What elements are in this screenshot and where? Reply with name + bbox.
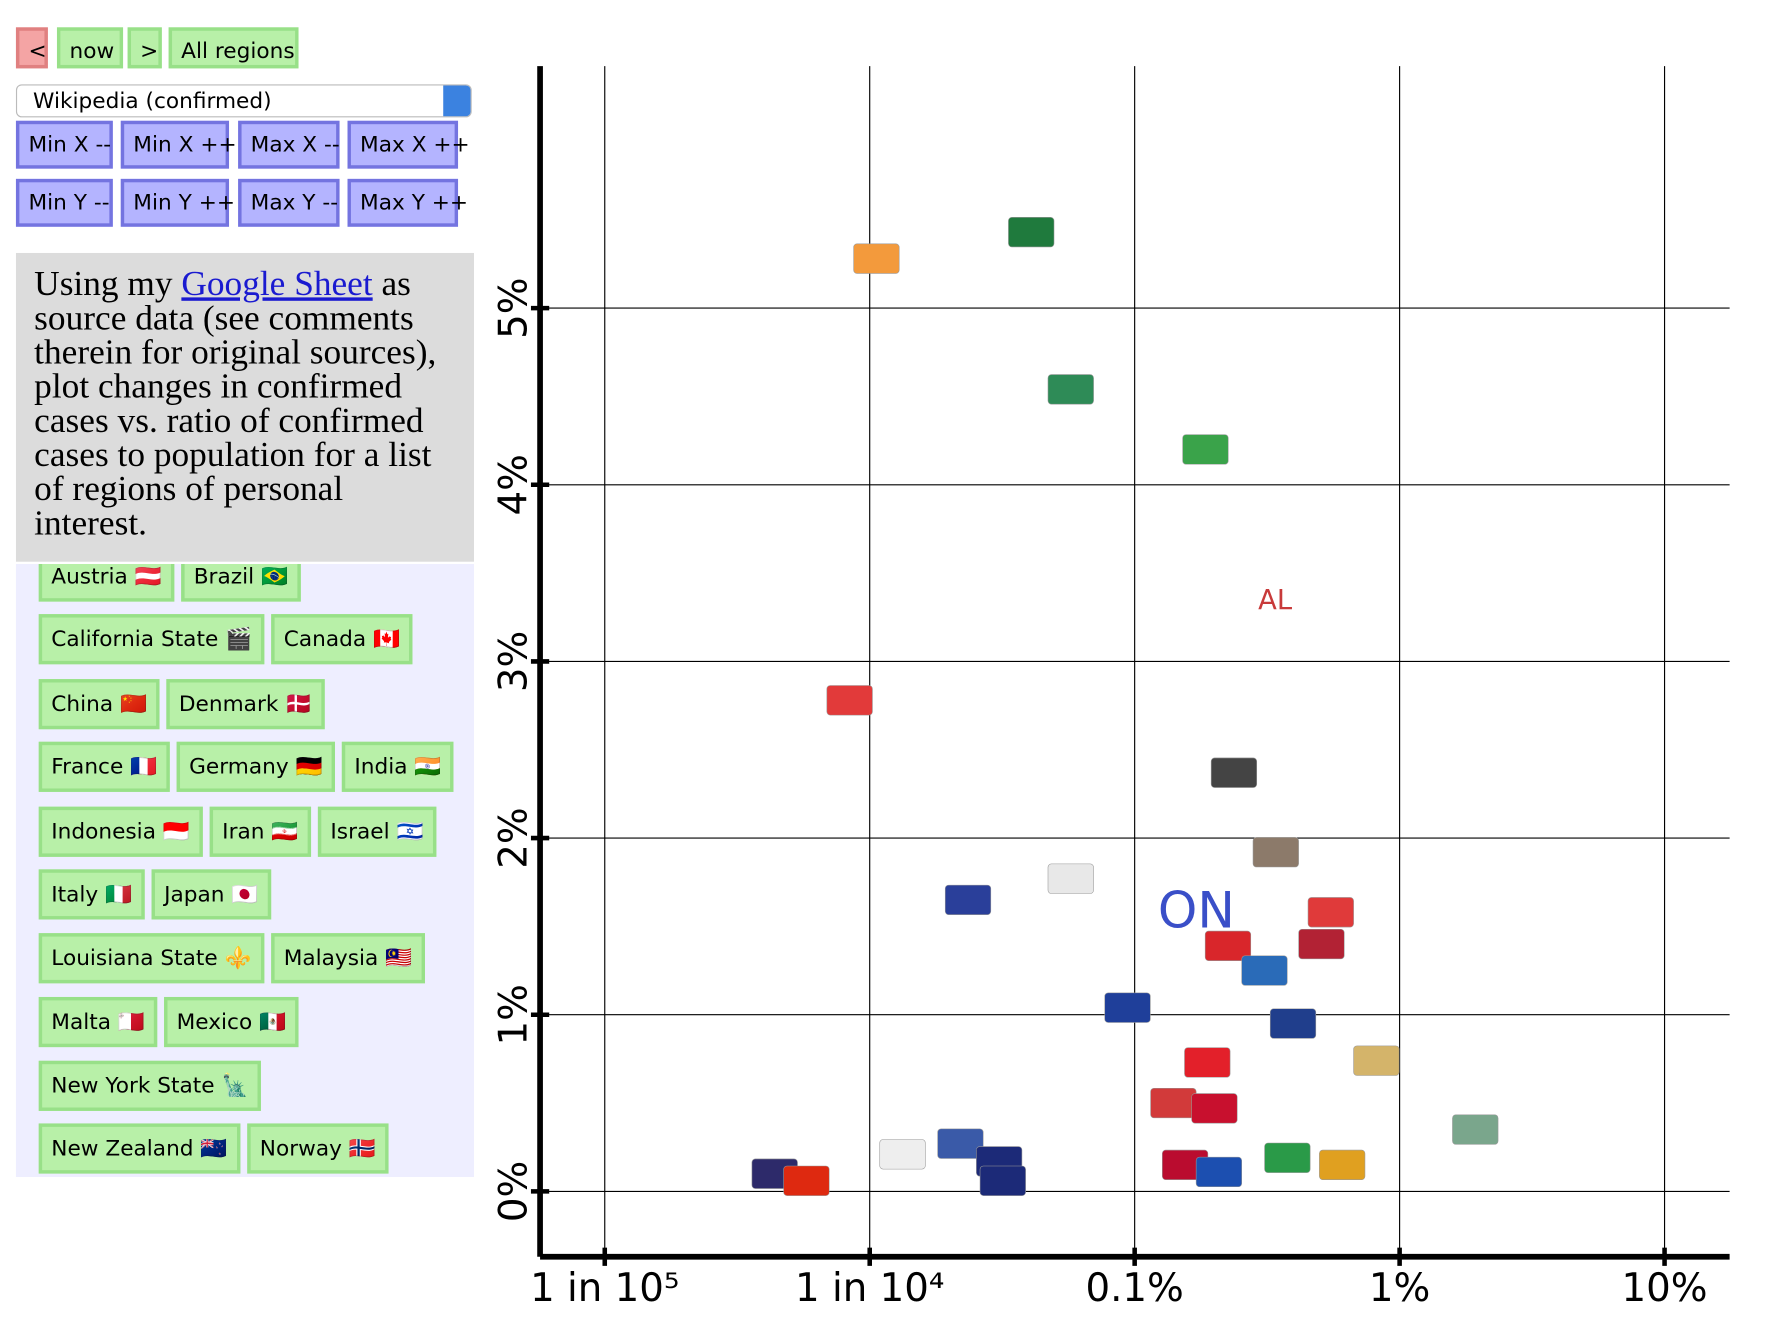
point	[1307, 897, 1354, 928]
region-button[interactable]: Louisiana State ⚜️	[38, 933, 265, 984]
point	[1162, 1149, 1209, 1180]
region-button[interactable]: Canada 🇨🇦	[271, 614, 413, 665]
x-tick-label: 1 in 10⁵	[530, 1266, 679, 1311]
axis-button[interactable]: Max X ++	[347, 120, 470, 169]
point	[853, 243, 900, 274]
point	[1182, 434, 1229, 465]
point	[976, 1146, 1023, 1177]
x-tick-label: 1%	[1369, 1266, 1430, 1311]
region-button[interactable]: Germany 🇩🇪	[176, 741, 336, 792]
point	[1150, 1087, 1197, 1119]
select-text: Wikipedia (confirmed)	[33, 88, 272, 114]
point	[879, 1139, 926, 1170]
annotation: AL	[1258, 585, 1293, 616]
region-button[interactable]: New Zealand 🇳🇿	[38, 1123, 240, 1174]
point	[751, 1158, 798, 1189]
region-button[interactable]: Brazil 🇧🇷	[181, 564, 301, 602]
region-button[interactable]: Indonesia 🇮🇩	[38, 806, 203, 857]
region-button[interactable]: China 🇨🇳	[38, 679, 160, 730]
axis-button[interactable]: Max X --	[238, 120, 340, 169]
x-tick-label: 0.1%	[1085, 1266, 1183, 1311]
region-button[interactable]: Austria 🇦🇹	[38, 564, 175, 602]
description: Using my Google Sheet as source data (se…	[15, 252, 474, 562]
region-button[interactable]: Italy 🇮🇹	[38, 869, 145, 920]
point	[937, 1128, 984, 1159]
point	[1047, 863, 1094, 894]
axis-button[interactable]: Min Y ++	[120, 178, 235, 227]
region-button[interactable]: Malaysia 🇲🇾	[271, 933, 425, 984]
y-tick-label: 4%	[491, 454, 536, 515]
sheet-link[interactable]: Google Sheet	[181, 263, 373, 304]
point	[1353, 1045, 1400, 1076]
point	[1252, 837, 1299, 868]
axis-button[interactable]: Max Y --	[238, 178, 340, 227]
region-button[interactable]: Japan 🇯🇵	[151, 869, 271, 920]
y-tick-label: 0%	[491, 1161, 536, 1222]
point	[1210, 757, 1258, 788]
point	[826, 685, 873, 716]
point	[1184, 1047, 1231, 1078]
region-button[interactable]: New York State 🗽	[38, 1060, 261, 1111]
point	[1047, 374, 1094, 405]
region-button[interactable]: Mexico 🇲🇽	[164, 996, 299, 1048]
point	[1241, 955, 1288, 986]
desc-text: Using my	[34, 263, 182, 304]
region-button[interactable]: Norway 🇳🇴	[247, 1123, 389, 1174]
point	[944, 884, 992, 916]
region-button[interactable]: Iran 🇮🇷	[209, 806, 311, 857]
point	[1008, 217, 1055, 248]
x-tick-label: 1 in 10⁴	[795, 1266, 944, 1311]
point	[1269, 1008, 1317, 1039]
y-tick-label: 1%	[491, 984, 536, 1045]
nav-button[interactable]: now	[56, 27, 124, 69]
region-button[interactable]: Malta 🇲🇹	[38, 996, 158, 1048]
point	[1191, 1093, 1238, 1124]
annotation: ON	[1158, 881, 1235, 940]
region-button[interactable]: France 🇫🇷	[38, 741, 170, 792]
nav-button[interactable]: All regions	[168, 27, 299, 69]
point	[1204, 930, 1252, 961]
point	[1298, 928, 1345, 960]
axis-button[interactable]: Min Y --	[15, 178, 113, 227]
point	[783, 1165, 830, 1196]
desc-text: as source data (see comments therein for…	[34, 263, 437, 543]
region-button[interactable]: India 🇮🇳	[341, 741, 454, 792]
point	[979, 1165, 1026, 1196]
point	[1264, 1142, 1311, 1173]
nav-button[interactable]: <	[15, 27, 48, 69]
region-button[interactable]: Denmark 🇩🇰	[166, 679, 325, 730]
nav-button[interactable]: >	[127, 27, 162, 69]
region-button[interactable]: California State 🎬	[38, 614, 265, 665]
y-tick-label: 2%	[491, 807, 536, 868]
point	[1104, 992, 1151, 1023]
region-button[interactable]: Israel 🇮🇱	[317, 806, 436, 857]
y-tick-label: 3%	[491, 631, 536, 692]
region-list: Austria 🇦🇹 Brazil 🇧🇷 California State 🎬 Can…	[15, 564, 474, 1178]
source-select[interactable]: Wikipedia (confirmed)	[15, 84, 472, 118]
point	[1452, 1114, 1499, 1145]
axis-button[interactable]: Min X ++	[120, 120, 237, 169]
point	[1195, 1156, 1243, 1188]
axis-button[interactable]: Max Y ++	[347, 178, 468, 227]
axis-button[interactable]: Min X --	[15, 120, 113, 169]
point	[1319, 1149, 1366, 1180]
select-arrow	[443, 85, 471, 117]
x-tick-label: 10%	[1622, 1266, 1708, 1311]
y-tick-label: 5%	[491, 277, 536, 338]
